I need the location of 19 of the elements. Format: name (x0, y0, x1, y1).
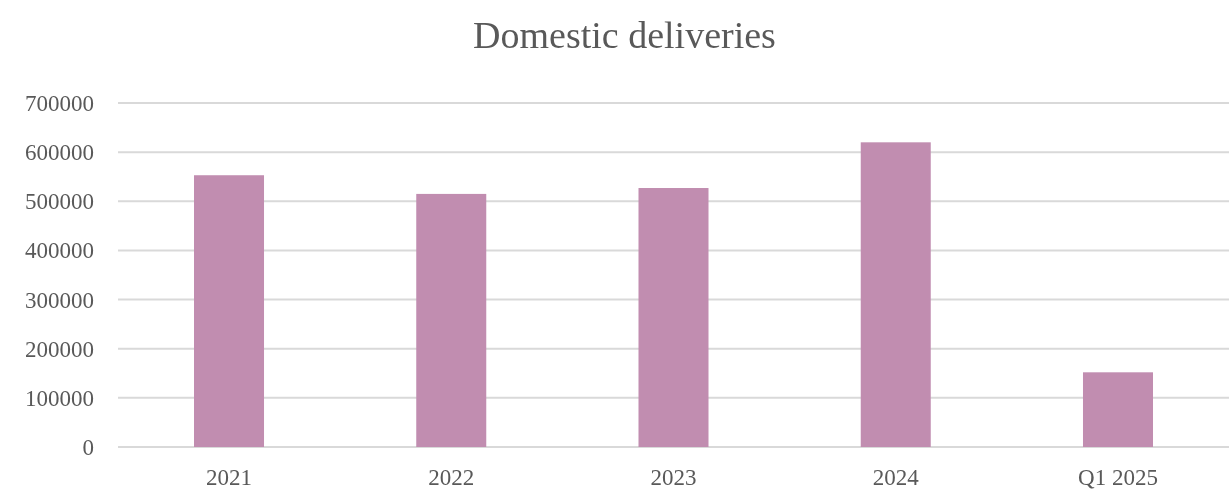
y-tick-label: 0 (82, 435, 94, 461)
x-tick-label: Q1 2025 (1078, 465, 1158, 490)
x-tick-label: 2022 (428, 465, 475, 490)
bar (860, 142, 931, 447)
x-tick-label: 2023 (650, 465, 697, 490)
y-tick-label: 500000 (25, 189, 94, 215)
x-tick-label: 2024 (872, 465, 920, 490)
bar (194, 175, 265, 447)
y-tick-label: 400000 (25, 238, 94, 264)
bar (638, 188, 709, 447)
y-tick-label: 700000 (25, 91, 94, 117)
bar (416, 193, 487, 447)
x-tick-label: 2021 (206, 465, 253, 490)
chart-title: Domestic deliveries (473, 14, 776, 56)
y-tick-label: 100000 (25, 385, 94, 411)
y-tick-label: 200000 (25, 336, 94, 362)
y-tick-label: 300000 (25, 287, 94, 313)
y-tick-label: 600000 (25, 140, 94, 166)
bar (1082, 372, 1153, 447)
